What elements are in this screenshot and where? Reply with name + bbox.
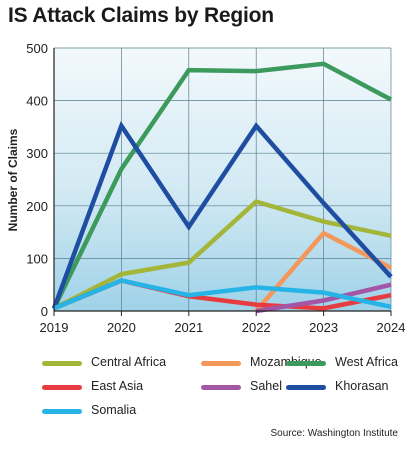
gridlines [54,47,392,311]
series-line-mozambique [254,230,393,313]
x-tick-label: 2024 [377,320,406,335]
series-lines [51,61,393,314]
x-tick-label: 2019 [40,320,69,335]
y-axis-label: Number of Claims [6,128,20,231]
source-note: Source: Washington Institute [270,428,398,439]
series-line-khorasan [51,120,393,310]
y-tick-label: 300 [26,146,48,161]
y-tick-label: 500 [26,41,48,56]
series-line-central-africa [52,199,392,311]
x-tick-label: 2020 [107,320,136,335]
y-tick-label: 200 [26,199,48,214]
series-line-sahel [255,282,392,314]
y-tick-label: 100 [26,251,48,266]
y-tick-label: 0 [41,304,48,319]
series-line-somalia [53,278,392,311]
axes: 0 100 200 300 400 500 2019 2020 2021 2022 2023 2024 [26,41,405,335]
x-tick-label: 2022 [242,320,271,335]
x-tick-label: 2023 [309,320,338,335]
y-tick-label: 400 [26,94,48,109]
x-tick-label: 2021 [174,320,203,335]
series-line-west-africa [51,61,393,310]
chart-title: IS Attack Claims by Region [8,4,274,27]
